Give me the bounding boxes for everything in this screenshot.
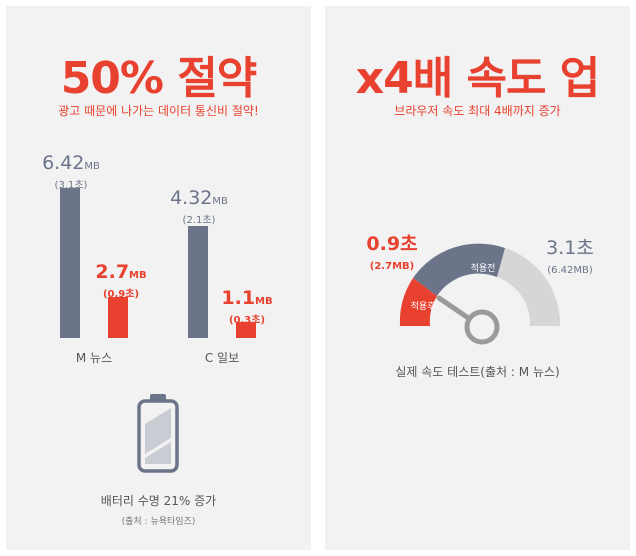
- battery-caption: 배터리 수명 21% 증가: [100, 494, 217, 508]
- gauge-left-sub: (2.7MB): [369, 260, 415, 272]
- bar-value: 2.7: [95, 261, 130, 283]
- bar-unit: MB: [212, 196, 228, 207]
- bar-m-news-after: [108, 297, 128, 338]
- bar-label-m-news-before: 6.42MB (3.1초): [34, 153, 108, 191]
- battery-icon: [137, 394, 179, 473]
- left-promo-panel: 50% 절약 광고 때문에 나가는 데이터 통신비 절약! 6.42MB (3.…: [6, 6, 311, 550]
- bar-unit: MB: [255, 296, 273, 307]
- bar-unit: MB: [129, 270, 147, 281]
- bar-sub: (3.1초): [54, 179, 88, 191]
- speed-gauge: [399, 243, 561, 345]
- bar-value: 1.1: [221, 287, 256, 309]
- gauge-right-readout: 3.1초 (6.42MB): [535, 238, 605, 276]
- left-headline: 50% 절약: [60, 53, 258, 104]
- gauge-before-label: 적용전: [470, 264, 496, 274]
- gauge-right-sub: (6.42MB): [547, 264, 593, 276]
- bar-label-c-ilbo-after: 1.1MB (0.3초): [212, 288, 282, 326]
- bar-unit: MB: [84, 161, 100, 172]
- bar-c-ilbo-before: [188, 226, 208, 338]
- bar-value: 4.32: [170, 187, 213, 209]
- bar-label-m-news-after: 2.7MB (0.9초): [86, 262, 156, 300]
- gauge-after-label: 적용후: [410, 302, 436, 312]
- left-subtitle: 광고 때문에 나가는 데이터 통신비 절약!: [58, 104, 259, 118]
- bar-sub: (2.1초): [182, 214, 216, 226]
- gauge-right-value: 3.1초: [546, 237, 594, 259]
- right-headline: x4배 속도 업: [355, 53, 601, 104]
- bar-m-news-before: [60, 188, 80, 338]
- category-m-news: M 뉴스: [75, 351, 113, 365]
- right-promo-panel: x4배 속도 업 브라우저 속도 최대 4배까지 증가 적용전 적용후 0.9초…: [325, 6, 630, 550]
- bar-c-ilbo-after: [236, 322, 256, 338]
- bar-label-c-ilbo-before: 4.32MB (2.1초): [162, 188, 236, 226]
- right-subtitle: 브라우저 속도 최대 4배까지 증가: [394, 104, 561, 118]
- bar-sub: (0.3초): [228, 314, 266, 326]
- bar-value: 6.42: [42, 152, 85, 174]
- gauge-left-readout: 0.9초 (2.7MB): [357, 234, 427, 272]
- gauge-left-value: 0.9초: [366, 233, 418, 255]
- category-c-ilbo: C 일보: [204, 351, 240, 365]
- gauge-caption: 실제 속도 테스트(출처 : M 뉴스): [395, 365, 560, 379]
- battery-source: (출처 : 뉴욕타임즈): [121, 517, 196, 527]
- bar-sub: (0.9초): [102, 288, 140, 300]
